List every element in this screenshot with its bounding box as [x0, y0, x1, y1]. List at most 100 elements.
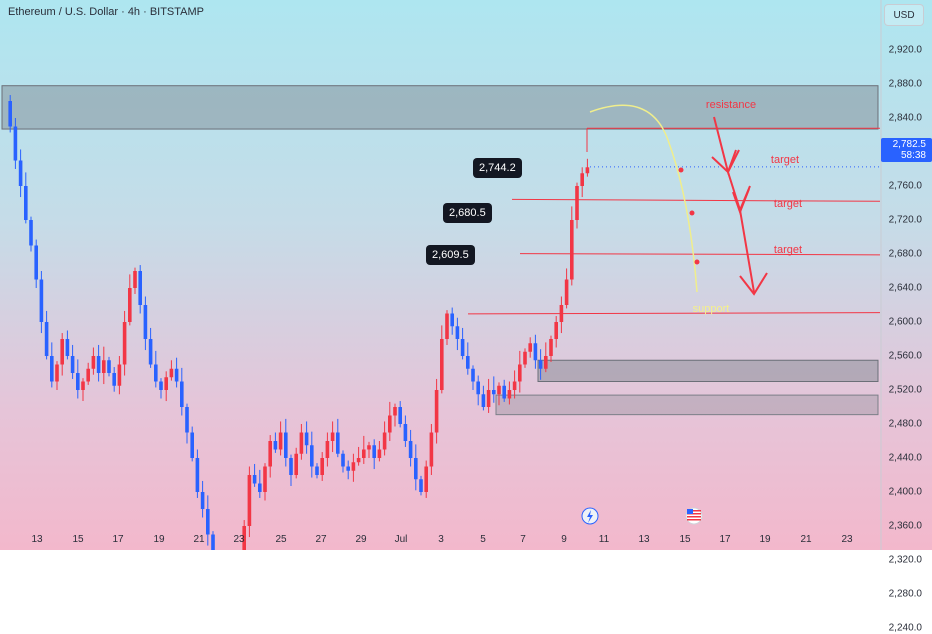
- support-label: support: [692, 303, 730, 315]
- y-tick-label: 2,720.0: [888, 214, 922, 226]
- candle: [362, 449, 366, 458]
- target-point-2: [689, 210, 695, 216]
- candle: [310, 445, 314, 467]
- y-tick-label: 2,680.0: [888, 248, 922, 260]
- candle: [559, 305, 564, 322]
- price-chart[interactable]: [0, 0, 932, 550]
- candle: [544, 356, 548, 369]
- candle: [512, 381, 517, 390]
- candle: [29, 220, 33, 246]
- candle: [492, 390, 496, 395]
- x-tick-label: 15: [72, 534, 84, 545]
- arrow-head-1: [711, 149, 737, 174]
- target-label-2: target: [773, 198, 803, 210]
- candle: [206, 509, 210, 535]
- x-tick-label: 23: [841, 534, 853, 545]
- candle: [180, 381, 184, 407]
- x-tick-label: 11: [598, 534, 610, 545]
- candle: [419, 479, 423, 492]
- price-tag-middle: 2,680.5: [443, 203, 492, 223]
- candle: [122, 322, 127, 365]
- x-tick-label: 7: [520, 534, 526, 545]
- arrow-head-3: [739, 272, 768, 296]
- candle: [455, 326, 460, 339]
- y-tick-label: 2,280.0: [888, 588, 922, 600]
- candle: [96, 356, 101, 373]
- last-price-value: 2,782.5: [892, 139, 926, 150]
- y-tick-label: 2,520.0: [888, 384, 922, 396]
- countdown-timer: 58:38: [900, 150, 926, 161]
- candle: [60, 339, 64, 365]
- candle: [39, 279, 44, 322]
- candle: [486, 390, 491, 407]
- candle: [367, 445, 371, 450]
- projection-arrow-path: [713, 116, 755, 293]
- candle: [372, 445, 376, 458]
- candle: [528, 343, 532, 352]
- resistance-zone: [1, 85, 879, 130]
- y-tick-label: 2,320.0: [888, 554, 922, 566]
- currency-button[interactable]: USD: [884, 4, 924, 26]
- x-tick-label: 13: [638, 534, 650, 545]
- candle: [294, 453, 298, 475]
- candle: [414, 458, 418, 480]
- candle: [50, 356, 54, 382]
- x-tick-label: 3: [438, 534, 444, 545]
- candle: [382, 432, 387, 450]
- candle: [466, 356, 470, 369]
- candle: [284, 432, 288, 458]
- y-tick-label: 2,840.0: [888, 112, 922, 124]
- y-tick-label: 2,560.0: [888, 350, 922, 362]
- candle: [440, 339, 444, 390]
- arrow-head-2: [732, 188, 750, 215]
- candle: [252, 475, 257, 484]
- us-flag-icon: [687, 519, 701, 521]
- candle: [580, 173, 584, 186]
- candle: [450, 313, 454, 327]
- candle: [102, 360, 106, 373]
- y-tick-label: 2,360.0: [888, 520, 922, 532]
- us-flag-icon: [687, 510, 701, 512]
- candle: [575, 186, 579, 220]
- candle: [24, 186, 28, 220]
- x-tick-label: 13: [31, 534, 43, 545]
- x-tick-label: 19: [153, 534, 165, 545]
- candle: [549, 339, 553, 356]
- y-tick-label: 2,440.0: [888, 452, 922, 464]
- candle: [460, 339, 465, 356]
- candle: [429, 432, 434, 467]
- symbol-title[interactable]: Ethereum / U.S. Dollar · 4h · BITSTAMP: [8, 6, 205, 18]
- x-tick-label: 17: [112, 534, 124, 545]
- candle: [523, 351, 527, 365]
- resistance-label: resistance: [705, 99, 757, 111]
- x-tick-label: 29: [355, 534, 367, 545]
- y-tick-label: 2,600.0: [888, 316, 922, 328]
- candle: [585, 167, 590, 174]
- candle: [185, 407, 189, 433]
- candle: [13, 126, 18, 161]
- candle: [242, 526, 246, 550]
- candle: [190, 432, 194, 458]
- candle: [81, 381, 85, 390]
- candle: [247, 475, 252, 526]
- x-tick-label: 25: [275, 534, 287, 545]
- candle: [112, 373, 116, 386]
- target-label-3: target: [773, 244, 803, 256]
- target-point-3: [694, 259, 700, 265]
- candle: [341, 453, 345, 467]
- x-tick-label: 19: [759, 534, 771, 545]
- candle: [445, 313, 449, 339]
- candle: [174, 368, 179, 382]
- last-price-label: 2,782.5 58:38: [881, 138, 932, 162]
- candle: [481, 394, 486, 407]
- candle: [164, 377, 168, 390]
- candle: [76, 373, 80, 390]
- target-point-1: [678, 167, 684, 173]
- x-tick-label: 9: [561, 534, 567, 545]
- candle: [497, 385, 501, 395]
- candle: [434, 390, 439, 433]
- support-band: [495, 394, 879, 416]
- candle: [315, 466, 319, 475]
- candle: [377, 449, 382, 458]
